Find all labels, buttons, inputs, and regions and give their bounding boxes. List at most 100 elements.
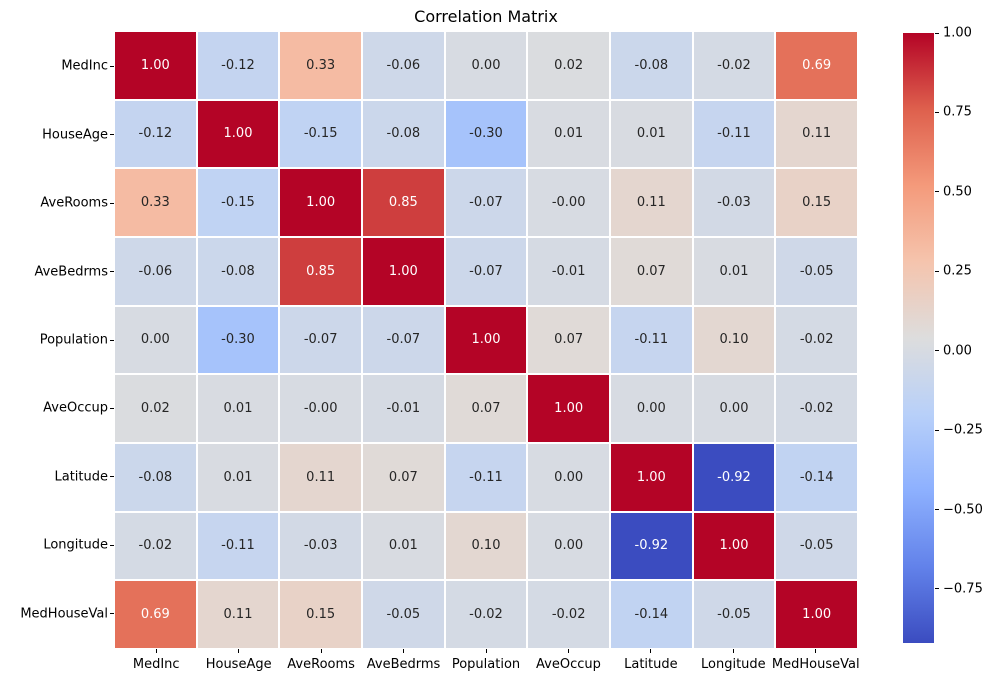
x-tick-label: Longitude (700, 657, 766, 672)
cell-annotation: -0.14 (799, 469, 834, 485)
heatmap-cell: 1.00 (693, 512, 775, 580)
y-tick-mark (110, 134, 114, 136)
cell-annotation: -0.00 (303, 401, 338, 417)
cell-annotation: 0.15 (306, 607, 336, 623)
heatmap-cell: 0.11 (776, 100, 857, 168)
heatmap-cell: -0.30 (445, 100, 527, 168)
cell-annotation: -0.07 (303, 332, 338, 348)
heatmap-cell: -0.02 (115, 512, 196, 580)
heatmap-cell: 0.00 (528, 443, 609, 511)
cell-annotation: -0.02 (717, 57, 751, 73)
y-tick-mark (110, 271, 114, 273)
heatmap-cell: -0.11 (197, 512, 279, 580)
heatmap-cell: 1.00 (115, 32, 196, 99)
x-tick-label: Population (451, 657, 521, 672)
heatmap-cell: 0.01 (197, 375, 279, 442)
cell-annotation: 1.00 (140, 57, 170, 73)
plot-title: Correlation Matrix (414, 7, 558, 26)
heatmap-cell: -0.12 (197, 32, 279, 99)
heatmap-cell: -0.14 (610, 581, 692, 648)
cell-annotation: -0.30 (469, 126, 503, 142)
heatmap-cell: 0.11 (197, 581, 279, 648)
cell-annotation: -0.12 (138, 126, 173, 142)
heatmap-cell: 1.00 (197, 100, 279, 168)
cell-annotation: 0.85 (306, 263, 336, 279)
colorbar-tick-mark (935, 32, 939, 34)
cell-annotation: 1.00 (388, 263, 418, 279)
cell-annotation: 1.00 (471, 332, 501, 348)
cell-annotation: -0.08 (221, 263, 255, 279)
y-tick-mark (110, 476, 114, 478)
heatmap-cell: -0.12 (115, 100, 196, 168)
heatmap-cell: -0.30 (197, 306, 279, 374)
heatmap-cell: 0.00 (528, 512, 609, 580)
y-tick-mark (110, 339, 114, 341)
cell-annotation: -0.06 (386, 57, 421, 73)
colorbar-tick-label: 1.00 (943, 25, 972, 41)
heatmap-cell: 0.01 (693, 237, 775, 305)
heatmap-cell: -0.01 (528, 237, 609, 305)
heatmap-cell: -0.08 (115, 443, 196, 511)
heatmap-cell: -0.02 (776, 306, 857, 374)
heatmap-cell: -0.02 (528, 581, 609, 648)
cell-annotation: 0.01 (554, 126, 584, 142)
heatmap-cell: 0.01 (362, 512, 444, 580)
cell-annotation: -0.02 (799, 401, 834, 417)
cell-annotation: -0.11 (221, 538, 255, 554)
heatmap-cell: -0.05 (776, 512, 857, 580)
cell-annotation: 0.33 (140, 195, 170, 211)
heatmap-cell: -0.00 (280, 375, 361, 442)
colorbar-tick-label: 0.75 (943, 104, 972, 120)
heatmap-cell: -0.15 (197, 169, 279, 236)
x-tick-mark (732, 649, 734, 653)
y-tick-label: AveRooms (40, 195, 108, 211)
heatmap-cell: -0.07 (445, 169, 527, 236)
cell-annotation: 0.10 (471, 538, 501, 554)
heatmap-cell: 0.11 (280, 443, 361, 511)
cell-annotation: -0.08 (386, 126, 421, 142)
heatmap-cell: 0.33 (115, 169, 196, 236)
heatmap-cell: 0.11 (610, 169, 692, 236)
cell-annotation: -0.03 (717, 195, 751, 211)
heatmap-cell: -0.06 (115, 237, 196, 305)
x-tick-mark (403, 649, 405, 653)
cell-annotation: -0.07 (469, 195, 503, 211)
x-tick-label: MedInc (132, 657, 180, 672)
cell-annotation: 0.01 (636, 126, 666, 142)
x-tick-label: MedHouseVal (771, 657, 860, 672)
heatmap-cell: -0.11 (693, 100, 775, 168)
cell-annotation: -0.92 (717, 469, 751, 485)
heatmap-cell: -0.05 (693, 581, 775, 648)
y-tick-label: HouseAge (42, 127, 108, 143)
cell-annotation: -0.02 (138, 538, 173, 554)
cell-annotation: 0.01 (388, 538, 418, 554)
heatmap-cell: 0.07 (610, 237, 692, 305)
heatmap-cell: -0.92 (610, 512, 692, 580)
x-tick-label: Latitude (624, 657, 678, 672)
cell-annotation: -0.30 (221, 332, 255, 348)
colorbar-tick-label: 0.00 (943, 343, 972, 359)
heatmap-cell: 0.10 (445, 512, 527, 580)
cell-annotation: 1.00 (802, 607, 832, 623)
cell-annotation: 0.69 (140, 607, 170, 623)
cell-annotation: 0.07 (636, 263, 666, 279)
cell-annotation: 1.00 (636, 469, 666, 485)
heatmap-grid: 1.00 -0.12 0.33 -0.06 0.00 0.02 -0.08 -0.02 0.69… (115, 32, 857, 648)
x-tick-label: HouseAge (205, 657, 272, 672)
cell-annotation: 0.00 (554, 538, 584, 554)
y-tick-mark (110, 407, 114, 409)
colorbar-tick-label: 0.25 (943, 263, 972, 279)
cell-annotation: -0.05 (799, 538, 834, 554)
heatmap-cell: 0.69 (776, 32, 857, 99)
cell-annotation: 0.01 (223, 469, 253, 485)
heatmap-cell: -0.02 (693, 32, 775, 99)
cell-annotation: -0.08 (138, 469, 173, 485)
cell-annotation: 0.00 (636, 401, 666, 417)
cell-annotation: -0.08 (634, 57, 669, 73)
cell-annotation: 0.00 (140, 332, 170, 348)
colorbar-tick-mark (935, 509, 939, 511)
colorbar (903, 33, 934, 643)
heatmap-cell: -0.05 (362, 581, 444, 648)
heatmap-cell: 1.00 (280, 169, 361, 236)
